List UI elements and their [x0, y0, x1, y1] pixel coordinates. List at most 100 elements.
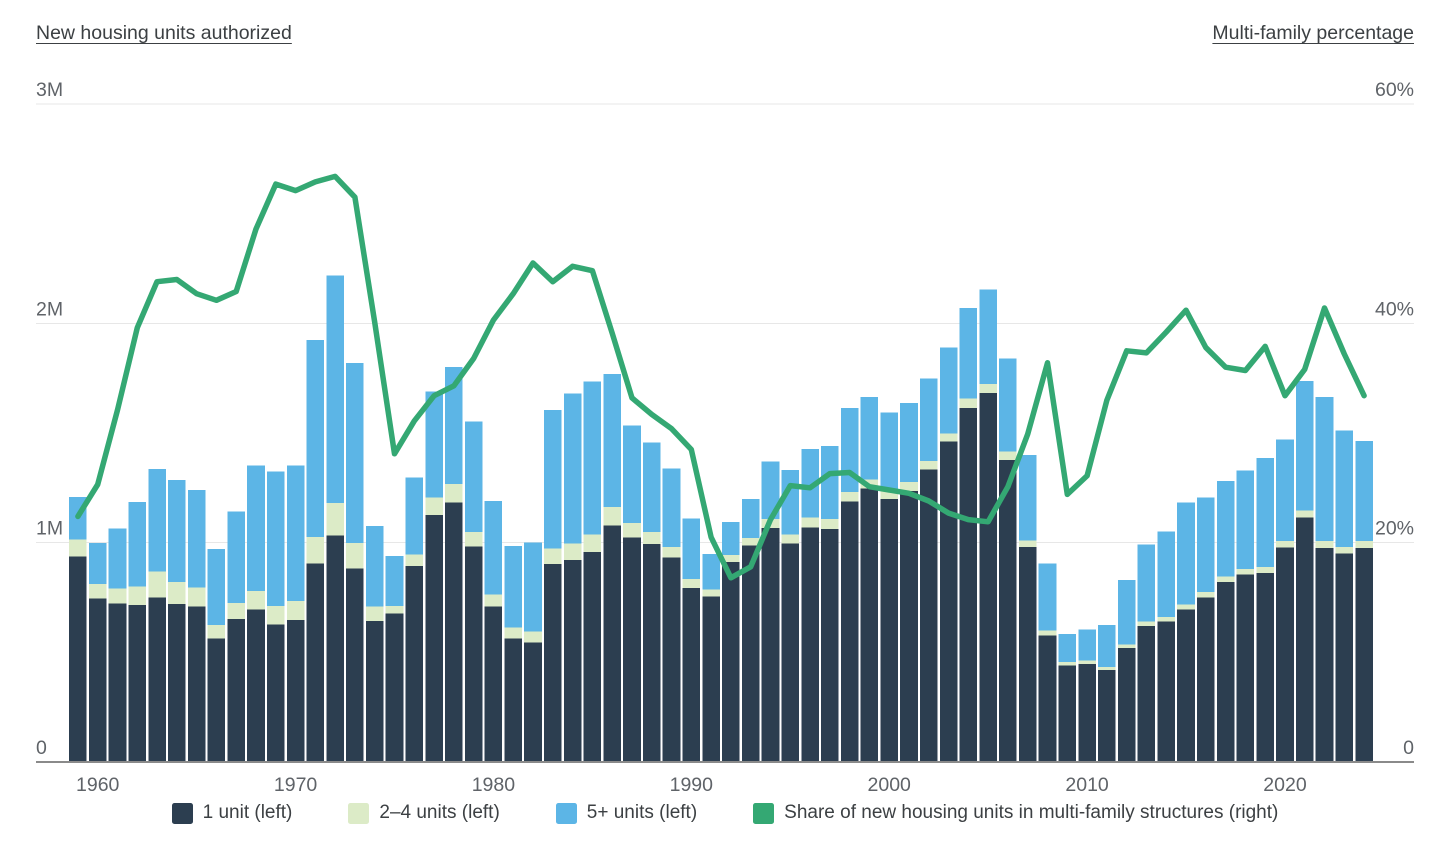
- bar-1980[interactable]: [484, 501, 503, 762]
- bar-segment-5-plus-units[interactable]: [1216, 480, 1235, 577]
- bar-segment-1-unit[interactable]: [88, 598, 107, 762]
- bar-segment-1-unit[interactable]: [860, 488, 879, 763]
- bar-segment-2-4-units[interactable]: [722, 554, 740, 563]
- bar-segment-2-4-units[interactable]: [979, 383, 997, 394]
- bar-segment-5-plus-units[interactable]: [88, 543, 107, 585]
- bar-1968[interactable]: [247, 465, 265, 762]
- bar-1997[interactable]: [821, 445, 839, 762]
- bar-2012[interactable]: [1117, 579, 1136, 762]
- bar-segment-5-plus-units[interactable]: [821, 445, 839, 520]
- bar-segment-2-4-units[interactable]: [385, 605, 404, 614]
- bar-segment-2-4-units[interactable]: [227, 603, 245, 620]
- bar-segment-5-plus-units[interactable]: [346, 363, 364, 543]
- bar-segment-5-plus-units[interactable]: [1295, 381, 1314, 511]
- bar-segment-2-4-units[interactable]: [741, 537, 760, 546]
- bar-segment-2-4-units[interactable]: [544, 548, 562, 565]
- bar-segment-1-unit[interactable]: [821, 529, 839, 762]
- bar-2017[interactable]: [1216, 480, 1235, 762]
- bar-2002[interactable]: [919, 378, 938, 762]
- bar-1999[interactable]: [860, 397, 879, 763]
- bar-segment-2-4-units[interactable]: [365, 606, 384, 621]
- bar-segment-2-4-units[interactable]: [425, 497, 443, 516]
- bar-segment-1-unit[interactable]: [1315, 547, 1334, 762]
- bar-segment-5-plus-units[interactable]: [168, 479, 186, 582]
- bar-segment-2-4-units[interactable]: [682, 578, 701, 588]
- bar-segment-1-unit[interactable]: [741, 545, 760, 762]
- bar-segment-5-plus-units[interactable]: [306, 339, 325, 537]
- bar-1981[interactable]: [504, 545, 523, 762]
- bar-segment-5-plus-units[interactable]: [425, 391, 443, 498]
- bar-segment-5-plus-units[interactable]: [227, 511, 245, 604]
- bar-segment-5-plus-units[interactable]: [405, 477, 424, 555]
- bar-segment-2-4-units[interactable]: [880, 489, 898, 500]
- bar-1967[interactable]: [227, 511, 245, 762]
- bar-segment-5-plus-units[interactable]: [326, 275, 344, 503]
- bar-1971[interactable]: [306, 339, 325, 762]
- bar-segment-1-unit[interactable]: [108, 603, 127, 762]
- bar-segment-5-plus-units[interactable]: [702, 553, 720, 590]
- bar-segment-1-unit[interactable]: [722, 562, 740, 762]
- bar-segment-5-plus-units[interactable]: [1256, 457, 1274, 568]
- bar-segment-1-unit[interactable]: [1355, 548, 1373, 762]
- bar-segment-1-unit[interactable]: [464, 546, 483, 762]
- bar-segment-1-unit[interactable]: [69, 556, 87, 762]
- bar-segment-5-plus-units[interactable]: [959, 307, 978, 399]
- bar-segment-2-4-units[interactable]: [1276, 540, 1294, 548]
- bar-1963[interactable]: [148, 469, 166, 762]
- bar-segment-2-4-units[interactable]: [326, 502, 344, 536]
- bar-segment-2-4-units[interactable]: [919, 461, 938, 470]
- bar-segment-2-4-units[interactable]: [662, 546, 681, 558]
- bar-segment-2-4-units[interactable]: [69, 539, 87, 557]
- bar-segment-5-plus-units[interactable]: [1117, 579, 1136, 645]
- bar-segment-2-4-units[interactable]: [959, 398, 978, 409]
- bar-segment-1-unit[interactable]: [1038, 635, 1057, 762]
- bar-segment-2-4-units[interactable]: [1078, 660, 1096, 664]
- bar-segment-5-plus-units[interactable]: [880, 412, 898, 490]
- bar-segment-2-4-units[interactable]: [1058, 661, 1077, 666]
- bar-segment-2-4-units[interactable]: [1295, 510, 1314, 518]
- bar-segment-2-4-units[interactable]: [445, 484, 463, 503]
- bar-segment-1-unit[interactable]: [148, 597, 166, 763]
- bar-2022[interactable]: [1315, 396, 1334, 762]
- bar-segment-1-unit[interactable]: [445, 502, 463, 762]
- bar-segment-5-plus-units[interactable]: [603, 374, 621, 508]
- bar-segment-1-unit[interactable]: [286, 620, 305, 762]
- bar-segment-1-unit[interactable]: [1197, 597, 1215, 762]
- bar-segment-1-unit[interactable]: [642, 543, 661, 762]
- bar-segment-2-4-units[interactable]: [999, 451, 1017, 460]
- bar-segment-1-unit[interactable]: [702, 596, 720, 762]
- bar-1962[interactable]: [128, 501, 147, 762]
- bar-segment-1-unit[interactable]: [919, 469, 938, 762]
- bar-segment-5-plus-units[interactable]: [939, 347, 958, 434]
- bar-segment-1-unit[interactable]: [207, 638, 226, 762]
- bar-1961[interactable]: [108, 528, 127, 762]
- bar-segment-5-plus-units[interactable]: [148, 469, 166, 572]
- bar-segment-2-4-units[interactable]: [1315, 540, 1334, 548]
- bar-segment-1-unit[interactable]: [662, 557, 681, 762]
- bar-segment-1-unit[interactable]: [1137, 625, 1156, 762]
- bar-segment-2-4-units[interactable]: [504, 627, 523, 639]
- bar-2016[interactable]: [1197, 497, 1215, 762]
- bar-segment-2-4-units[interactable]: [702, 589, 720, 597]
- bar-segment-2-4-units[interactable]: [405, 554, 424, 566]
- bar-segment-2-4-units[interactable]: [1177, 604, 1195, 610]
- bar-1986[interactable]: [603, 374, 621, 762]
- bar-1966[interactable]: [207, 548, 226, 762]
- bar-1970[interactable]: [286, 465, 305, 762]
- bar-segment-1-unit[interactable]: [128, 604, 147, 762]
- bar-segment-2-4-units[interactable]: [1355, 540, 1373, 549]
- bar-1976[interactable]: [405, 477, 424, 762]
- bar-segment-1-unit[interactable]: [1098, 670, 1116, 762]
- bar-segment-2-4-units[interactable]: [247, 591, 265, 610]
- bar-segment-1-unit[interactable]: [524, 642, 542, 762]
- bar-segment-5-plus-units[interactable]: [583, 381, 602, 535]
- bar-segment-2-4-units[interactable]: [88, 584, 107, 599]
- bar-1977[interactable]: [425, 391, 443, 762]
- bar-segment-5-plus-units[interactable]: [1078, 629, 1096, 661]
- bar-segment-5-plus-units[interactable]: [365, 526, 384, 607]
- bar-1975[interactable]: [385, 555, 404, 762]
- bar-segment-1-unit[interactable]: [900, 490, 918, 762]
- bar-segment-5-plus-units[interactable]: [1177, 502, 1195, 605]
- bar-segment-2-4-units[interactable]: [1216, 576, 1235, 583]
